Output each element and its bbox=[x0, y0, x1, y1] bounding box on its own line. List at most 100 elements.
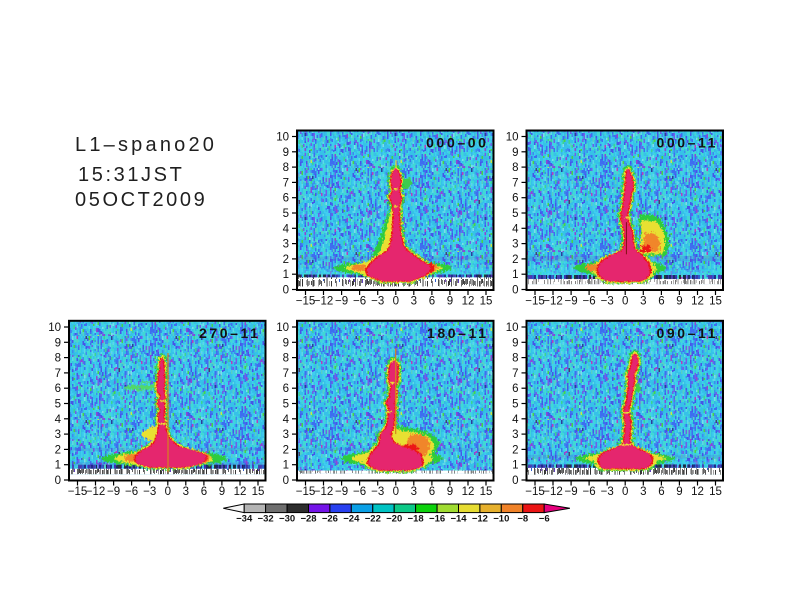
svg-text:−12: −12 bbox=[86, 486, 106, 498]
svg-text:2: 2 bbox=[512, 254, 518, 266]
svg-text:10: 10 bbox=[506, 322, 519, 334]
svg-text:0: 0 bbox=[622, 296, 628, 308]
svg-text:−26: −26 bbox=[322, 514, 338, 525]
svg-text:000–00: 000–00 bbox=[426, 135, 488, 151]
svg-text:0: 0 bbox=[512, 475, 518, 487]
svg-text:15: 15 bbox=[480, 486, 493, 498]
svg-text:15: 15 bbox=[480, 296, 493, 308]
svg-text:−9: −9 bbox=[335, 296, 348, 308]
svg-text:3: 3 bbox=[640, 296, 646, 308]
svg-text:8: 8 bbox=[55, 353, 61, 365]
svg-text:1: 1 bbox=[55, 460, 61, 472]
svg-text:L1–spano20: L1–spano20 bbox=[75, 134, 217, 156]
svg-text:3: 3 bbox=[411, 296, 417, 308]
svg-text:−3: −3 bbox=[371, 296, 384, 308]
svg-text:05OCT2009: 05OCT2009 bbox=[75, 189, 207, 211]
svg-text:9: 9 bbox=[676, 296, 682, 308]
svg-text:3: 3 bbox=[55, 429, 61, 441]
svg-text:12: 12 bbox=[691, 486, 704, 498]
svg-text:15:31JST: 15:31JST bbox=[78, 164, 184, 186]
svg-text:−15: −15 bbox=[525, 486, 545, 498]
svg-text:−9: −9 bbox=[565, 296, 578, 308]
svg-text:−9: −9 bbox=[107, 486, 120, 498]
svg-text:0: 0 bbox=[622, 486, 628, 498]
svg-text:4: 4 bbox=[512, 223, 519, 235]
svg-text:9: 9 bbox=[512, 147, 518, 159]
svg-text:−15: −15 bbox=[525, 296, 545, 308]
svg-text:12: 12 bbox=[234, 486, 247, 498]
svg-text:5: 5 bbox=[283, 208, 289, 220]
svg-text:6: 6 bbox=[283, 383, 289, 395]
svg-text:−6: −6 bbox=[353, 296, 366, 308]
svg-text:−10: −10 bbox=[493, 514, 509, 525]
svg-text:6: 6 bbox=[283, 193, 289, 205]
svg-text:−6: −6 bbox=[353, 486, 366, 498]
svg-text:3: 3 bbox=[512, 239, 518, 251]
svg-text:−22: −22 bbox=[365, 514, 381, 525]
svg-text:−6: −6 bbox=[583, 296, 596, 308]
svg-text:−28: −28 bbox=[300, 514, 316, 525]
svg-text:4: 4 bbox=[283, 223, 290, 235]
svg-text:6: 6 bbox=[658, 296, 664, 308]
svg-text:7: 7 bbox=[512, 368, 518, 380]
svg-text:12: 12 bbox=[462, 296, 475, 308]
svg-text:7: 7 bbox=[55, 368, 61, 380]
svg-text:−6: −6 bbox=[583, 486, 596, 498]
svg-text:8: 8 bbox=[512, 353, 518, 365]
svg-text:6: 6 bbox=[429, 296, 435, 308]
svg-text:000–11: 000–11 bbox=[656, 135, 718, 151]
svg-text:−9: −9 bbox=[335, 486, 348, 498]
svg-text:9: 9 bbox=[283, 337, 289, 349]
svg-text:0: 0 bbox=[283, 285, 289, 297]
svg-text:−18: −18 bbox=[408, 514, 424, 525]
svg-text:5: 5 bbox=[283, 399, 289, 411]
svg-text:−12: −12 bbox=[543, 486, 563, 498]
svg-text:−3: −3 bbox=[143, 486, 156, 498]
svg-text:2: 2 bbox=[283, 444, 289, 456]
svg-text:3: 3 bbox=[640, 486, 646, 498]
svg-text:3: 3 bbox=[183, 486, 189, 498]
svg-text:−15: −15 bbox=[296, 486, 316, 498]
svg-text:−34: −34 bbox=[236, 514, 253, 525]
svg-text:−20: −20 bbox=[386, 514, 402, 525]
svg-text:7: 7 bbox=[283, 368, 289, 380]
svg-text:10: 10 bbox=[276, 322, 289, 334]
svg-text:0: 0 bbox=[55, 475, 61, 487]
svg-text:9: 9 bbox=[676, 486, 682, 498]
svg-text:10: 10 bbox=[276, 132, 289, 144]
svg-text:15: 15 bbox=[709, 296, 722, 308]
svg-text:0: 0 bbox=[393, 486, 399, 498]
svg-text:−6: −6 bbox=[125, 486, 138, 498]
svg-text:9: 9 bbox=[55, 337, 61, 349]
svg-text:8: 8 bbox=[283, 162, 289, 174]
svg-text:8: 8 bbox=[283, 353, 289, 365]
svg-text:9: 9 bbox=[447, 296, 453, 308]
svg-text:3: 3 bbox=[283, 239, 289, 251]
svg-text:6: 6 bbox=[512, 383, 518, 395]
svg-text:6: 6 bbox=[429, 486, 435, 498]
svg-text:0: 0 bbox=[393, 296, 399, 308]
svg-text:9: 9 bbox=[283, 147, 289, 159]
svg-text:0: 0 bbox=[165, 486, 171, 498]
svg-text:4: 4 bbox=[283, 414, 290, 426]
svg-text:−15: −15 bbox=[68, 486, 88, 498]
svg-text:−3: −3 bbox=[601, 486, 614, 498]
svg-text:0: 0 bbox=[512, 285, 518, 297]
svg-text:10: 10 bbox=[506, 132, 519, 144]
svg-text:−24: −24 bbox=[343, 514, 360, 525]
svg-text:−32: −32 bbox=[258, 514, 274, 525]
svg-text:4: 4 bbox=[55, 414, 62, 426]
svg-text:−3: −3 bbox=[601, 296, 614, 308]
svg-text:12: 12 bbox=[462, 486, 475, 498]
svg-text:1: 1 bbox=[283, 269, 289, 281]
svg-text:15: 15 bbox=[709, 486, 722, 498]
svg-text:9: 9 bbox=[512, 337, 518, 349]
svg-text:7: 7 bbox=[512, 177, 518, 189]
svg-text:9: 9 bbox=[219, 486, 225, 498]
svg-text:3: 3 bbox=[512, 429, 518, 441]
svg-text:12: 12 bbox=[691, 296, 704, 308]
svg-text:9: 9 bbox=[447, 486, 453, 498]
svg-text:−16: −16 bbox=[429, 514, 445, 525]
svg-text:8: 8 bbox=[512, 162, 518, 174]
svg-text:3: 3 bbox=[283, 429, 289, 441]
